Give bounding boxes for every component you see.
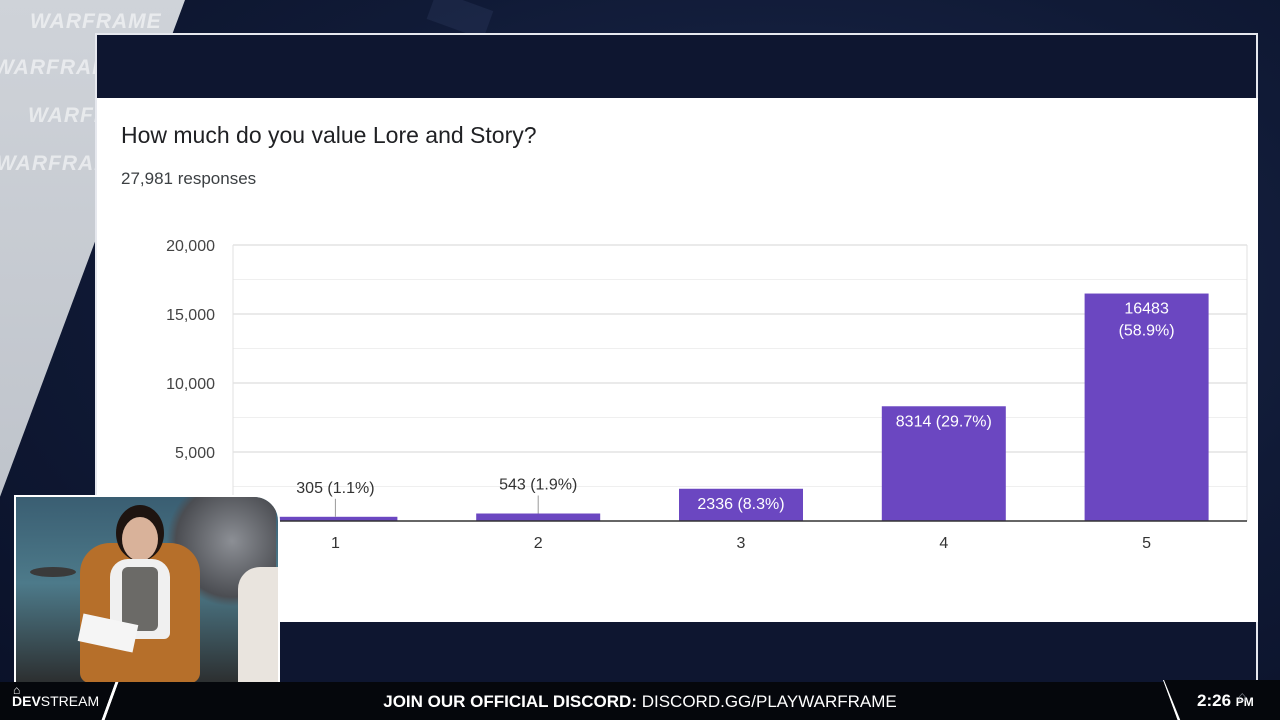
devstream-text-rest: STREAM <box>40 693 100 709</box>
data-label-3: 2336 (8.3%) <box>697 496 784 513</box>
discord-promo: JOIN OUR OFFICIAL DISCORD: DISCORD.GG/PL… <box>0 692 1280 712</box>
x-tick-label: 2 <box>534 535 543 552</box>
bottom-ticker-bar <box>0 682 1280 720</box>
data-label-4: 8314 (29.7%) <box>896 413 992 430</box>
webcam-host <box>110 517 170 677</box>
x-tick-label: 5 <box>1142 535 1151 552</box>
watermark-logo: WARFRAME <box>0 56 126 79</box>
warframe-lotus-icon: ⌂ <box>13 683 21 697</box>
y-tick-label: 10,000 <box>166 376 215 393</box>
webcam-feed <box>14 495 280 691</box>
survey-question: How much do you value Lore and Story? <box>121 122 537 148</box>
devstream-text: DEVSTREAM <box>12 693 99 709</box>
devstream-logo-edge <box>100 682 120 720</box>
bar-2 <box>476 513 601 521</box>
data-label-5: 16483 <box>1124 301 1169 318</box>
clock: 2:26 PM <box>1197 691 1254 711</box>
webcam-guest <box>238 567 278 689</box>
x-tick-label: 3 <box>737 535 746 552</box>
clock-ampm: PM <box>1235 695 1254 709</box>
webcam-side-table <box>30 567 76 577</box>
data-label-2: 543 (1.9%) <box>499 477 577 494</box>
devstream-text-bold: DEV <box>12 693 41 709</box>
watermark-logo: WARFRAME <box>30 10 162 33</box>
bar-1 <box>273 516 398 521</box>
clock-time: 2:26 <box>1197 691 1232 710</box>
discord-url: DISCORD.GG/PLAYWARFRAME <box>641 692 897 711</box>
y-tick-label: 20,000 <box>166 238 215 255</box>
bar-4 <box>881 406 1006 521</box>
webcam-host-head <box>122 517 158 561</box>
webcam-host-vest <box>122 567 158 631</box>
y-tick-label: 5,000 <box>175 445 215 462</box>
x-tick-label: 1 <box>331 535 340 552</box>
discord-label: JOIN OUR OFFICIAL DISCORD: <box>383 692 637 711</box>
clock-box <box>1164 680 1280 720</box>
response-count: 27,981 responses <box>121 169 257 188</box>
watermark-logo: WARFRAME <box>0 152 128 175</box>
survey-card: How much do you value Lore and Story? 27… <box>97 98 1258 622</box>
bar-5 <box>1084 293 1209 521</box>
y-tick-label: 15,000 <box>166 307 215 324</box>
data-label-1: 305 (1.1%) <box>296 480 374 497</box>
bar-3 <box>679 488 803 521</box>
warframe-lotus-icon: ⌂ <box>1238 688 1247 704</box>
data-label-5: (58.9%) <box>1119 323 1175 340</box>
x-tick-label: 4 <box>939 535 948 552</box>
